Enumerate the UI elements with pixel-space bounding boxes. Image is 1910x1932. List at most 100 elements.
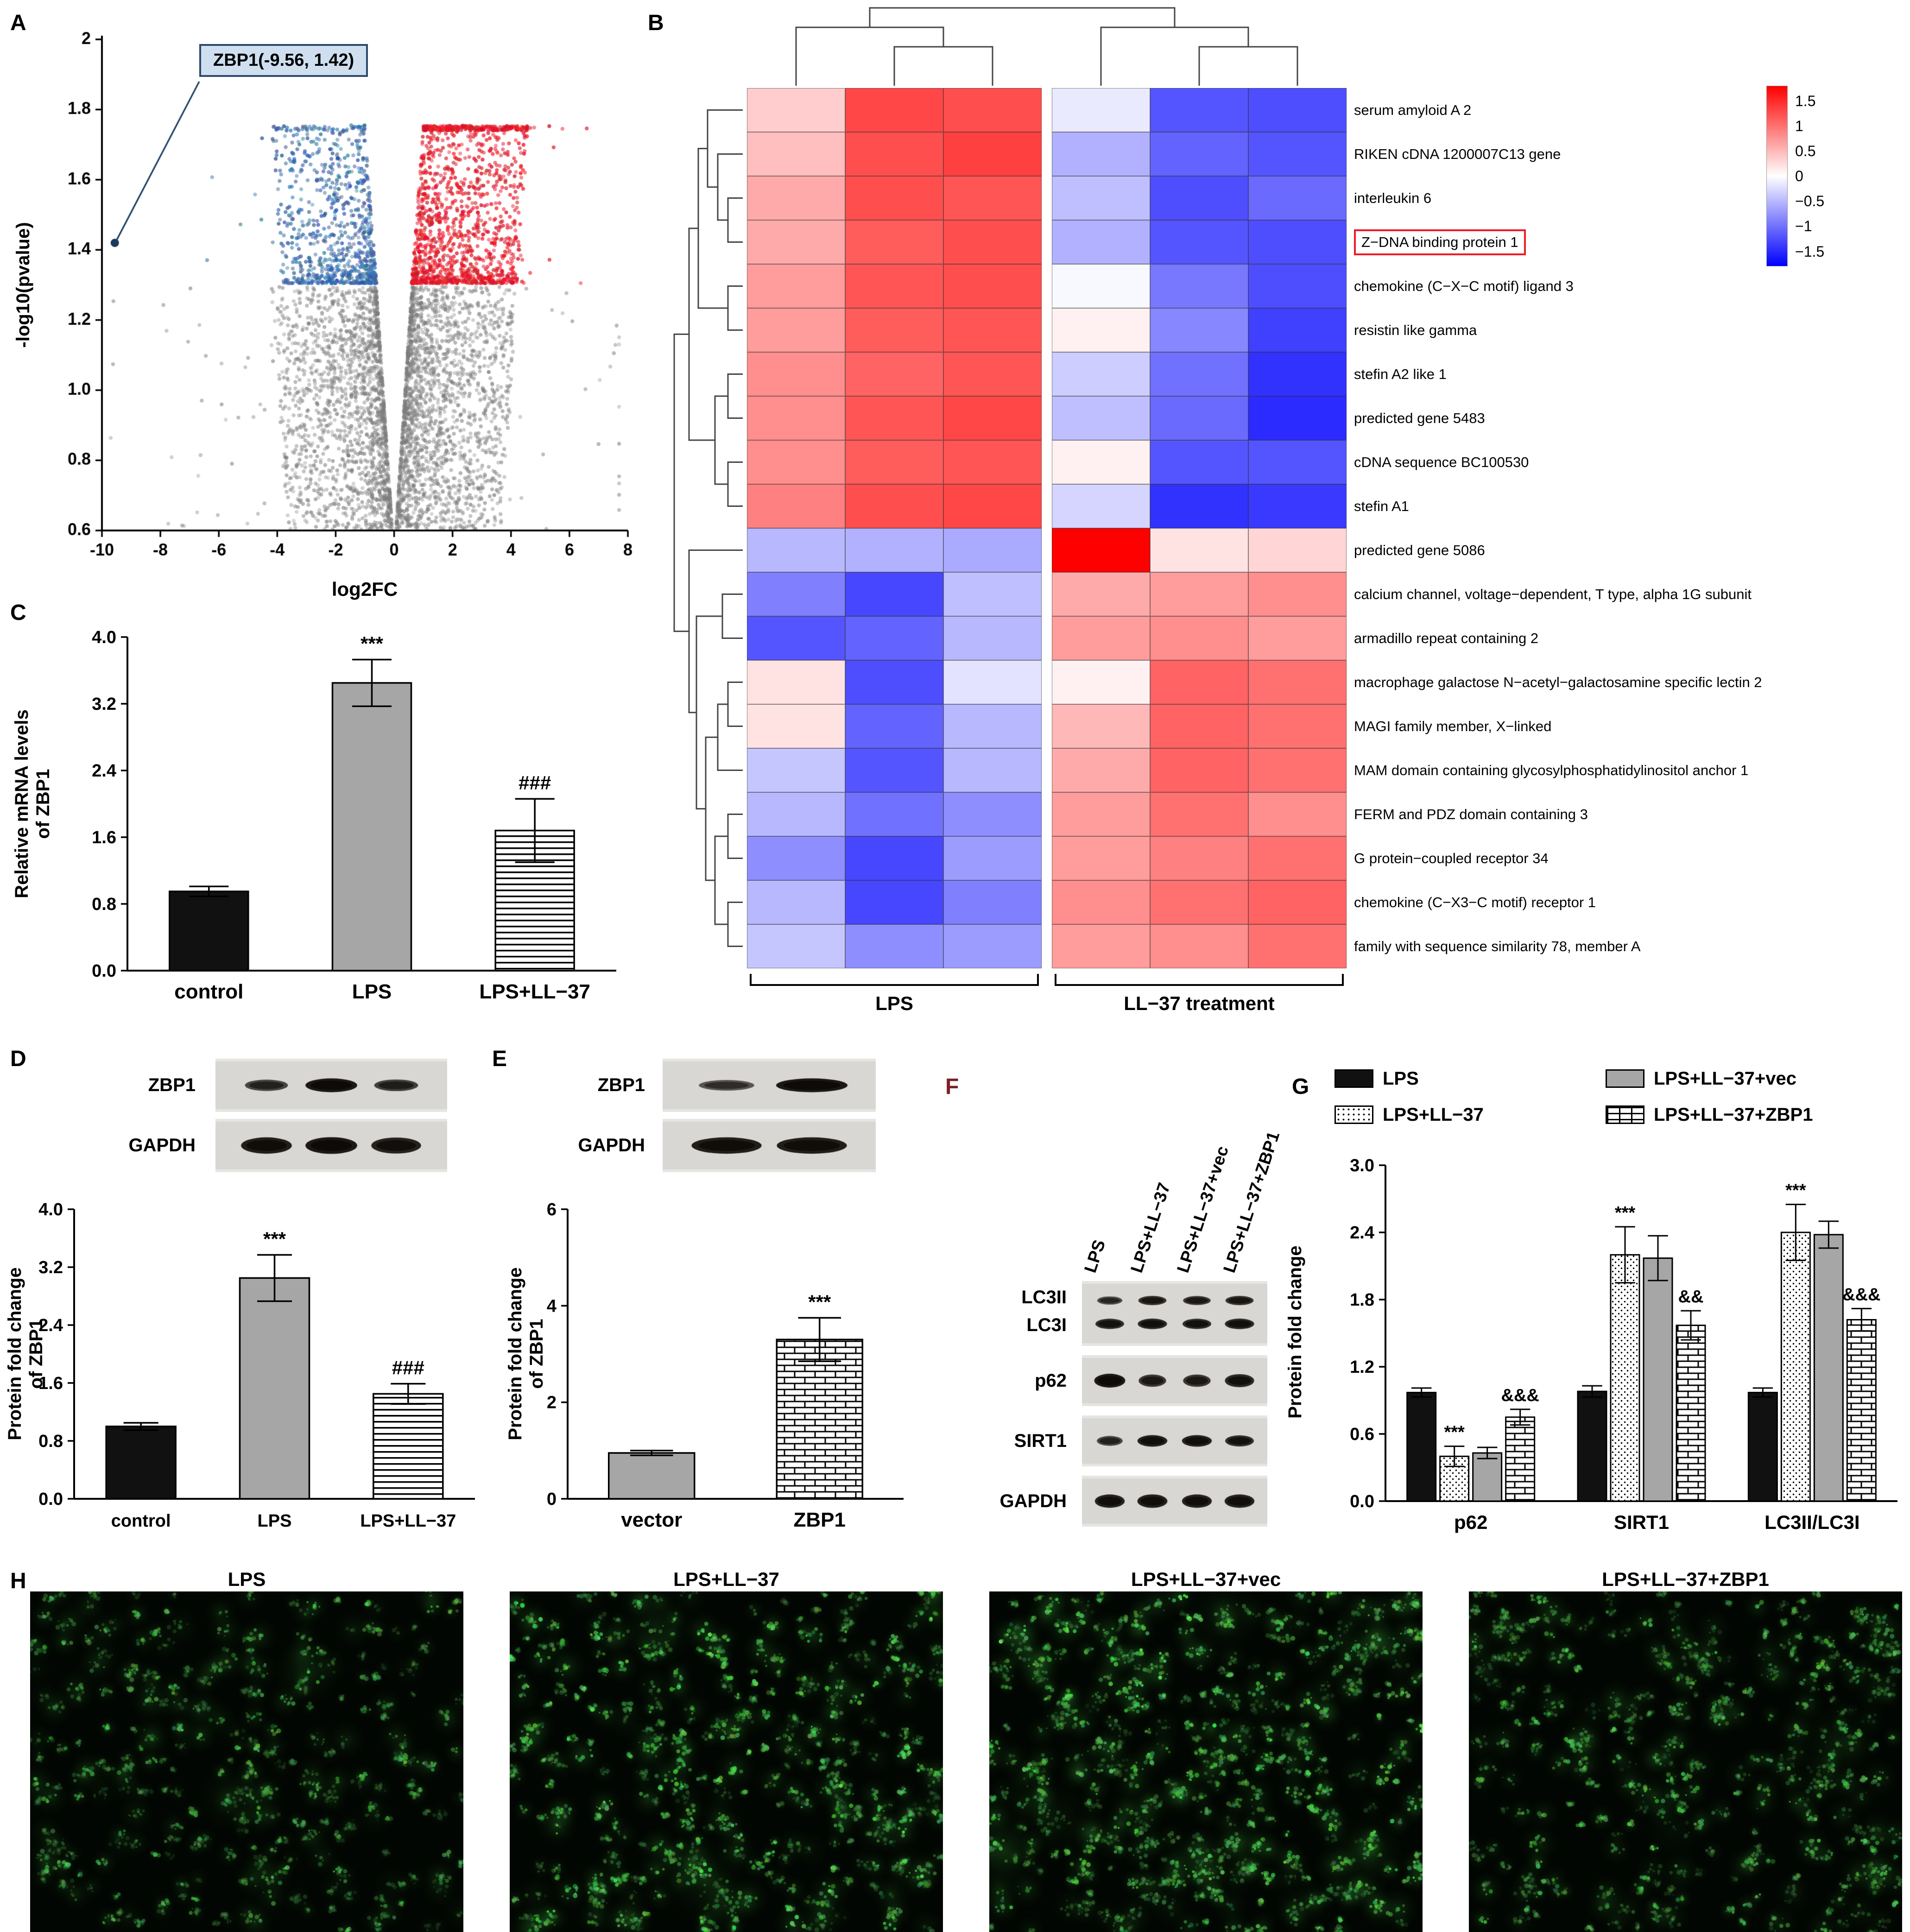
heatmap-cell	[943, 704, 1042, 748]
volcano-y-axis-title: -log10(pvalue)	[13, 222, 33, 348]
h-image-label-vec: LPS+LL−37+vec	[1131, 1568, 1281, 1590]
heatmap-cell	[1248, 880, 1347, 924]
svg-text:3.2: 3.2	[38, 1258, 63, 1277]
svg-text:###: ###	[392, 1357, 424, 1379]
heatmap-cell	[943, 748, 1042, 792]
heatmap-cell	[747, 836, 845, 880]
heatmap-cell	[845, 616, 943, 660]
svg-text:2.4: 2.4	[1350, 1223, 1374, 1243]
heatmap-cell	[1150, 264, 1248, 308]
svg-text:p62: p62	[1454, 1511, 1487, 1533]
heatmap-cell	[943, 484, 1042, 528]
heatmap-cell	[747, 484, 845, 528]
volcano-plot	[53, 23, 639, 575]
zbp1-protein-bar-chart: 0.0 0.8 1.6 2.4 3.2 4.0 control *** LPS ### LPS+LL…	[38, 1200, 475, 1531]
heatmap-cell	[1248, 748, 1347, 792]
group-brackets	[750, 974, 1344, 986]
heatmap-cell	[943, 352, 1042, 396]
colorbar-tick-label: −1.5	[1795, 243, 1825, 260]
svg-text:0.0: 0.0	[1350, 1492, 1374, 1511]
heatmap-cell	[1150, 352, 1248, 396]
panel-h-letter: H	[10, 1569, 26, 1593]
svg-text:0.6: 0.6	[1350, 1425, 1374, 1444]
heatmap-row-label: G protein−coupled receptor 34	[1354, 850, 1549, 866]
heatmap-cell	[845, 176, 943, 220]
heatmap-cell	[1150, 572, 1248, 616]
colorbar-tick-label: 0	[1795, 168, 1803, 184]
heatmap-cell	[1150, 220, 1248, 264]
heatmap-cell	[943, 836, 1042, 880]
heatmap-cell	[1052, 352, 1150, 396]
heatmap-cell	[747, 308, 845, 352]
heatmap-cell	[943, 792, 1042, 836]
heatmap-cell	[747, 792, 845, 836]
chart-c-y-axis-title: Relative mRNA levels of ZBP1	[12, 709, 53, 898]
legend-label: LPS	[1383, 1068, 1419, 1089]
fluorescence-image-vec	[989, 1591, 1423, 1932]
heatmap-row-label: serum amyloid A 2	[1354, 101, 1472, 118]
f-blot-p62-label: p62	[1035, 1370, 1067, 1391]
heatmap-row-label: FERM and PDZ domain containing 3	[1354, 806, 1588, 822]
heatmap-cell	[845, 484, 943, 528]
heatmap-cell	[1150, 836, 1248, 880]
fluorescence-image-lps	[30, 1591, 463, 1932]
heatmap-cell	[1248, 440, 1347, 484]
heatmap-cell	[943, 308, 1042, 352]
heatmap-cell	[1150, 704, 1248, 748]
heatmap-row-label: cDNA sequence BC100530	[1354, 454, 1529, 470]
heatmap-cell	[943, 264, 1042, 308]
svg-text:***: ***	[1444, 1423, 1465, 1442]
heatmap-row-label: predicted gene 5483	[1354, 410, 1485, 426]
heatmap-cell	[1248, 396, 1347, 440]
heatmap-cell	[1150, 176, 1248, 220]
heatmap-cell	[1052, 220, 1150, 264]
heatmap-row-label: chemokine (C−X3−C motif) receptor 1	[1354, 894, 1596, 910]
fluorescence-image-ll37	[510, 1591, 943, 1932]
panel-g-letter: G	[1292, 1074, 1309, 1099]
heatmap-cell	[1150, 880, 1248, 924]
colorbar-tick-label: −0.5	[1795, 193, 1825, 210]
heatmap-cell	[747, 748, 845, 792]
panel-d-letter: D	[10, 1047, 26, 1071]
e-blot-gapdh-label: GAPDH	[578, 1135, 645, 1155]
heatmap-cell	[845, 264, 943, 308]
legend-swatch-black	[1334, 1069, 1373, 1088]
heatmap-cell	[1150, 528, 1248, 572]
heatmap-cell	[845, 792, 943, 836]
zbp1-highlight-box: Z−DNA binding protein 1	[1354, 229, 1526, 255]
f-western-blot-p62	[1082, 1355, 1267, 1406]
f-blot-gapdh-label: GAPDH	[999, 1490, 1067, 1511]
f-blot-lc3ii-label: LC3II	[1021, 1287, 1067, 1307]
legend-swatch-brick	[1606, 1105, 1644, 1124]
heatmap-cell	[1052, 88, 1150, 132]
heatmap-cell	[943, 528, 1042, 572]
zbp1-overexpression-bar-chart: 0 2 4 6 vector *** ZBP1	[547, 1200, 904, 1531]
svg-text:LC3II/LC3I: LC3II/LC3I	[1765, 1511, 1859, 1533]
svg-text:0.8: 0.8	[38, 1432, 63, 1451]
heatmap-row-labels: serum amyloid A 2 RIKEN cDNA 1200007C13 g…	[1354, 88, 1905, 968]
heatmap-cell	[747, 616, 845, 660]
heatmap-cell	[747, 528, 845, 572]
heatmap-cell	[1052, 704, 1150, 748]
svg-text:***: ***	[808, 1291, 831, 1313]
heatmap-cell	[1248, 924, 1347, 968]
heatmap-cell	[747, 660, 845, 704]
heatmap-cell	[845, 352, 943, 396]
heatmap-cell	[845, 836, 943, 880]
chart-e-y-axis-title: Protein fold change of ZBP1	[505, 1267, 547, 1440]
svg-text:0: 0	[547, 1490, 557, 1509]
heatmap-cell	[1052, 132, 1150, 176]
heatmap-cell	[747, 132, 845, 176]
heatmap-cell	[943, 440, 1042, 484]
heatmap-cell	[1150, 660, 1248, 704]
ll37-group-label: LL−37 treatment	[1124, 992, 1275, 1014]
heatmap-cell	[1150, 748, 1248, 792]
f-lane-label: LPS	[1081, 1237, 1109, 1275]
e-western-blot-zbp1	[663, 1059, 876, 1112]
svg-text:6: 6	[547, 1200, 557, 1219]
heatmap-cell	[747, 880, 845, 924]
svg-text:0.0: 0.0	[38, 1490, 63, 1509]
f-blot-sirt1-label: SIRT1	[1014, 1430, 1067, 1451]
e-blot-zbp1-label: ZBP1	[597, 1075, 645, 1095]
